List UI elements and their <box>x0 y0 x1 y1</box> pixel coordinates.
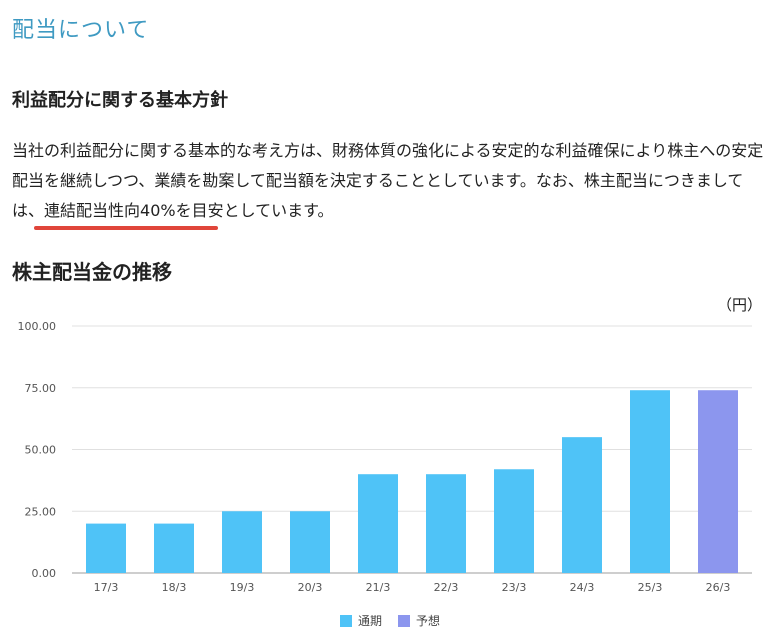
chart-heading: 株主配当金の推移 <box>12 260 172 284</box>
x-tick-label: 24/3 <box>570 581 595 594</box>
bar-actual[interactable] <box>154 523 194 573</box>
policy-text-end: としています。 <box>223 201 334 220</box>
chart-legend: 通期 予想 <box>0 612 780 629</box>
x-tick-label: 21/3 <box>366 581 391 594</box>
bar-actual[interactable] <box>426 474 466 573</box>
bar-actual[interactable] <box>358 474 398 573</box>
x-tick-label: 18/3 <box>162 581 187 594</box>
dividend-bar-chart: 0.00 25.00 50.00 75.00 100.00 17/3 18/3 19/3 20/… <box>18 320 752 594</box>
y-tick-label: 25.00 <box>25 505 57 518</box>
bar-actual[interactable] <box>562 437 602 573</box>
x-tick-label: 23/3 <box>502 581 527 594</box>
emphasis-underline <box>34 226 218 230</box>
policy-emphasis: 連結配当性向40%を目安 <box>44 201 224 220</box>
bar-actual[interactable] <box>494 469 534 573</box>
bar-actual[interactable] <box>290 511 330 573</box>
legend-item-forecast[interactable]: 予想 <box>398 612 440 629</box>
y-tick-label: 50.00 <box>25 444 57 457</box>
bar-forecast[interactable] <box>698 390 738 573</box>
policy-text-intro: 当社の利益配分に関する基本的な考え方は、財務体質の強化による安定的な利益確保によ… <box>12 141 764 220</box>
x-tick-label: 20/3 <box>298 581 323 594</box>
unit-label: （円） <box>716 296 762 314</box>
legend-item-actual[interactable]: 通期 <box>339 612 382 629</box>
bar-actual[interactable] <box>222 511 262 573</box>
legend-label-actual: 通期 <box>357 614 382 628</box>
legend-swatch-actual <box>339 614 352 627</box>
section-title: 配当について <box>12 18 150 43</box>
policy-heading: 利益配分に関する基本方針 <box>12 90 228 111</box>
bar-layer <box>86 390 738 573</box>
x-tick-label: 19/3 <box>230 581 255 594</box>
x-tick-label: 17/3 <box>94 581 119 594</box>
y-tick-label: 75.00 <box>25 382 57 395</box>
policy-text: 当社の利益配分に関する基本的な考え方は、財務体質の強化による安定的な利益確保によ… <box>12 136 774 226</box>
legend-label-forecast: 予想 <box>416 614 441 628</box>
legend-swatch-forecast <box>398 614 410 627</box>
x-tick-label: 22/3 <box>434 581 459 594</box>
bar-actual[interactable] <box>86 523 126 573</box>
y-tick-label: 0.00 <box>32 567 57 580</box>
label-layer: 0.00 25.00 50.00 75.00 100.00 17/3 18/3 19/3 20/… <box>18 320 731 594</box>
x-tick-label: 25/3 <box>638 581 663 594</box>
x-tick-label: 26/3 <box>706 581 731 594</box>
bar-actual[interactable] <box>630 390 670 573</box>
y-tick-label: 100.00 <box>18 320 57 333</box>
